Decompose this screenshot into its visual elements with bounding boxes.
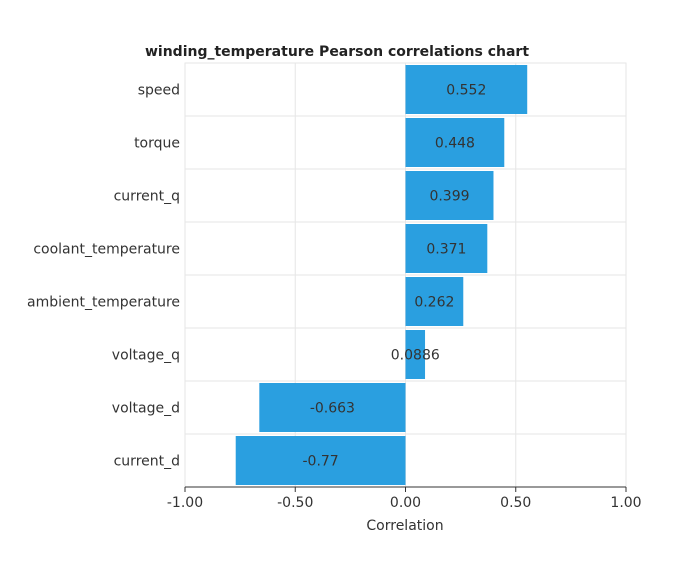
bar-current_d[interactable] <box>235 436 406 485</box>
category-label-coolant_temperature: coolant_temperature <box>33 242 180 258</box>
x-tick-label: 1.00 <box>610 495 641 511</box>
bar-coolant_temperature[interactable] <box>405 224 488 273</box>
x-tick-label: 0.50 <box>500 495 531 511</box>
category-label-torque: torque <box>134 136 180 152</box>
bar-layer <box>235 65 528 485</box>
bar-speed[interactable] <box>405 65 528 114</box>
category-label-ambient_temperature: ambient_temperature <box>27 295 180 311</box>
x-tick-label: -1.00 <box>167 495 203 511</box>
chart-title: winding_temperature Pearson correlations… <box>145 44 529 60</box>
category-label-current_d: current_d <box>114 454 180 470</box>
data-label-current_q: 0.399 <box>429 189 469 205</box>
data-label-speed: 0.552 <box>446 83 486 99</box>
x-tick-label: -0.50 <box>277 495 313 511</box>
bar-voltage_q[interactable] <box>405 330 426 379</box>
category-label-current_q: current_q <box>114 189 180 205</box>
bar-ambient_temperature[interactable] <box>405 277 464 326</box>
data-label-voltage_q: 0.0886 <box>391 348 440 364</box>
category-label-speed: speed <box>138 83 180 99</box>
axis-layer: -1.00 -0.50 0.00 0.50 1.00 <box>167 486 642 511</box>
data-label-coolant_temperature: 0.371 <box>426 242 466 258</box>
bar-torque[interactable] <box>405 118 505 167</box>
x-tick-label: 0.00 <box>390 495 421 511</box>
bar-current_q[interactable] <box>405 171 494 220</box>
data-label-current_d: -0.77 <box>302 454 338 470</box>
bar-voltage_d[interactable] <box>259 383 406 432</box>
data-label-ambient_temperature: 0.262 <box>414 295 454 311</box>
category-label-voltage_d: voltage_d <box>112 401 180 417</box>
data-label-voltage_d: -0.663 <box>310 401 355 417</box>
data-label-torque: 0.448 <box>435 136 475 152</box>
label-layer: speed 0.552 torque 0.448 current_q 0.399 coola… <box>27 83 486 470</box>
x-axis-label: Correlation <box>366 518 443 534</box>
category-label-voltage_q: voltage_q <box>112 348 180 364</box>
